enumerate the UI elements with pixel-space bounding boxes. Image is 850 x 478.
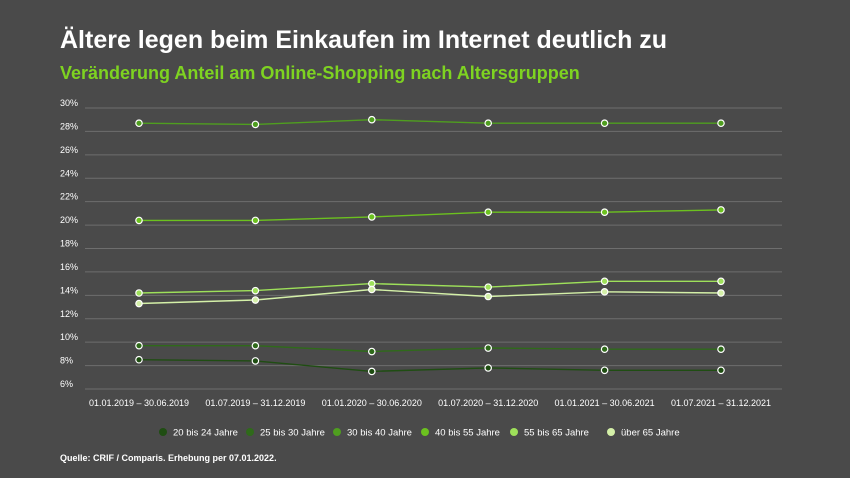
data-point [135,119,143,128]
x-tick-label: 01.01.2019 – 30.06.2019 [89,398,189,408]
legend-label: 40 bis 55 Jahre [435,428,500,439]
legend-marker [607,428,615,436]
data-point [251,341,260,350]
data-point [484,119,493,128]
series-line [139,209,722,222]
y-tick-label: 14% [60,285,78,295]
data-point [717,206,725,214]
data-point [717,366,725,375]
data-point [135,341,143,350]
data-point [484,364,493,372]
series-lines [138,118,722,373]
chart-title: Ältere legen beim Einkaufen im Internet … [60,26,668,54]
y-tick-label: 16% [60,262,78,272]
legend-label: 20 bis 24 Jahre [173,428,238,439]
data-point [251,216,260,225]
y-tick-label: 10% [60,332,78,342]
legend: 20 bis 24 Jahre 25 bis 30 Jahre 30 bis 40 … [159,428,680,439]
data-point [251,296,260,304]
legend-marker [421,428,429,436]
x-tick-label: 01.01.2020 – 30.06.2020 [322,398,422,408]
y-axis-ticks: 6% 8% 10% 12% 14% 16% 18% 20% 22% 24% 26% 28% 30% [60,98,78,389]
data-points [135,115,725,376]
data-point [717,345,725,353]
legend-label: 30 bis 40 Jahre [347,428,412,439]
series-line [138,359,721,373]
y-tick-label: 18% [60,239,78,249]
data-point [484,344,493,352]
data-point [135,299,143,308]
data-point [251,120,260,129]
data-point [367,285,376,294]
y-tick-label: 20% [60,215,78,225]
data-point [600,288,609,296]
data-point [367,367,376,376]
grid-lines [85,107,782,390]
legend-label: 55 bis 65 Jahre [524,428,589,439]
data-point [367,213,376,221]
data-point [717,289,725,297]
y-tick-label: 28% [60,121,78,131]
x-tick-label: 01.01.2021 – 30.06.2021 [555,398,655,408]
y-tick-label: 24% [60,168,78,178]
data-point [251,357,260,365]
legend-label: 25 bis 30 Jahre [260,428,325,439]
y-tick-label: 22% [60,192,78,202]
x-axis-ticks: 01.01.2019 – 30.06.2019 01.07.2019 – 31.1… [89,398,771,408]
x-tick-label: 01.07.2020 – 31.12.2020 [438,398,538,408]
data-point [600,345,609,353]
data-point [600,366,609,375]
series-line [139,345,721,353]
series-line [138,280,721,294]
data-point [135,355,143,364]
series-line [138,118,721,126]
data-point [135,289,143,297]
x-tick-label: 01.07.2021 – 31.12.2021 [671,398,771,408]
data-point [717,277,725,286]
y-tick-label: 30% [60,98,78,108]
data-point [717,119,725,128]
data-point [600,208,609,217]
chart-subtitle: Veränderung Anteil am Online-Shopping na… [60,63,580,83]
legend-marker [333,428,341,436]
data-point [600,119,609,128]
data-point [484,283,493,291]
legend-marker [246,428,254,436]
data-point [135,216,143,225]
data-point [367,347,376,356]
legend-label: über 65 Jahre [621,428,680,439]
data-point [600,277,609,286]
data-point [484,208,493,217]
y-tick-label: 26% [60,145,78,155]
series-line [138,288,722,305]
source-note: Quelle: CRIF / Comparis. Erhebung per 07… [60,453,277,463]
y-tick-label: 8% [60,356,73,366]
data-point [367,115,376,124]
y-tick-label: 6% [60,379,73,389]
data-point [251,286,260,295]
x-tick-label: 01.07.2019 – 31.12.2019 [205,398,305,408]
legend-marker [510,428,518,436]
y-tick-label: 12% [60,309,78,319]
data-point [484,292,493,301]
legend-marker [159,428,167,436]
